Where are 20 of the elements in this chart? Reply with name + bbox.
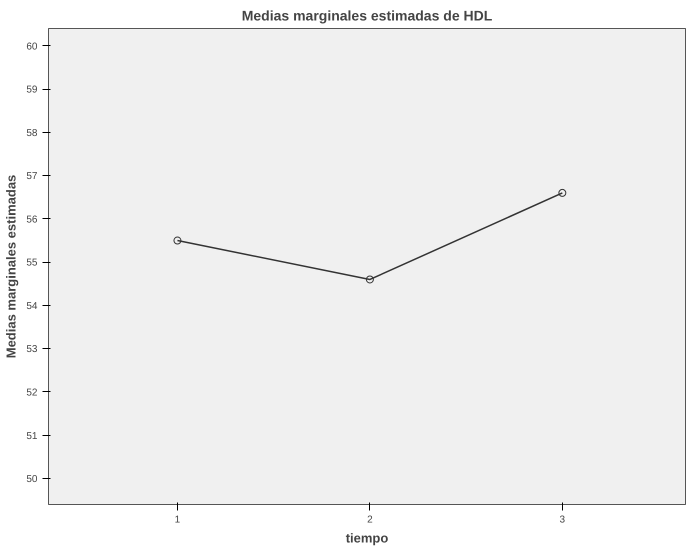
y-tick-label: 53 (26, 344, 38, 356)
y-tick-label: 51 (26, 430, 38, 442)
y-axis-title: Medias marginales estimadas (3, 174, 18, 358)
y-tick-label: 50 (26, 474, 38, 486)
x-tick-label: 3 (560, 514, 566, 526)
y-tick-label: 57 (26, 171, 38, 182)
point (366, 275, 374, 284)
x-tick-label: 2 (367, 514, 374, 526)
y-tick-label: 60 (26, 41, 38, 52)
y-tick-label: 54 (26, 300, 38, 312)
x-axis-title: tiempo (346, 530, 388, 546)
y-tick-label: 55 (26, 258, 38, 269)
point (558, 188, 566, 197)
chart-title: Medias marginales estimadas de HDL (242, 8, 493, 24)
y-tick-label: 52 (26, 387, 38, 398)
x-tick-label: 1 (174, 514, 181, 526)
y-tick-label: 56 (26, 214, 38, 226)
y-tick-label: 59 (26, 84, 38, 96)
y-tick-label: 58 (26, 128, 38, 139)
point (173, 236, 182, 245)
